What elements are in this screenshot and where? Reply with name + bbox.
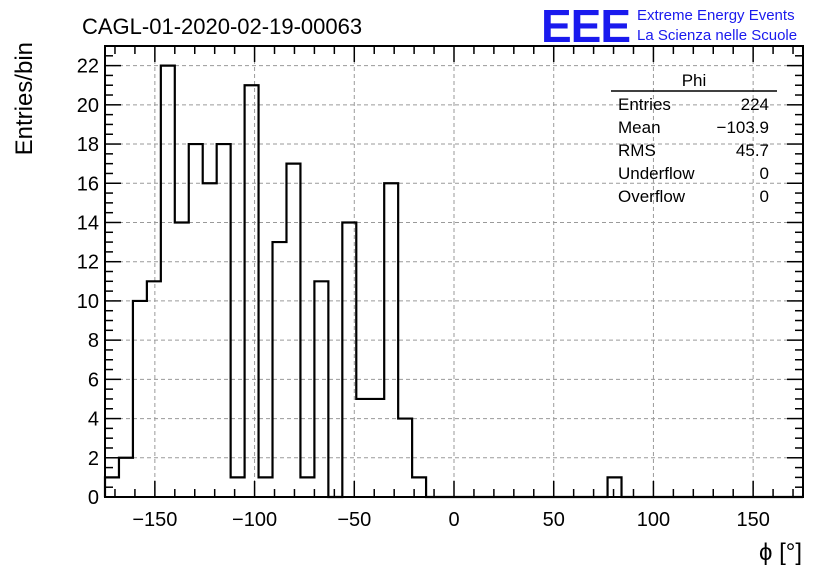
- x-tick-label: −150: [132, 509, 177, 531]
- histogram-bar: [245, 85, 259, 497]
- y-axis-title: Entries/bin: [11, 42, 38, 155]
- x-tick-label: −50: [337, 509, 371, 531]
- x-tick-labels: −150 −100 −50 0 50 100 150: [132, 509, 770, 531]
- histogram-bar: [314, 281, 328, 497]
- y-tick-label: 14: [77, 212, 99, 234]
- stats-box: Phi Entries 224 Mean −103.9 RMS 45.7 Underflow…: [611, 71, 777, 206]
- y-tick-label: 0: [88, 487, 99, 509]
- stats-rows: Entries 224 Mean −103.9 RMS 45.7 Underflow 0 Ove…: [618, 95, 769, 206]
- y-tick-label: 6: [88, 369, 99, 391]
- histogram-bar: [286, 164, 300, 497]
- histogram-bar: [356, 399, 370, 497]
- y-tick-label: 10: [77, 291, 99, 313]
- stats-value: 0: [760, 187, 769, 206]
- chart-title: CAGL-01-2020-02-19-00063: [82, 14, 362, 39]
- y-tick-label: 4: [88, 409, 99, 431]
- grid: [105, 46, 803, 497]
- stats-value: 224: [741, 95, 769, 114]
- brand-line-1: Extreme Energy Events: [637, 7, 795, 24]
- stats-label: Overflow: [618, 187, 686, 206]
- histogram-bar: [133, 301, 147, 497]
- histogram-bar: [175, 222, 189, 497]
- x-tick-label: 50: [543, 509, 565, 531]
- stats-value: 0: [760, 164, 769, 183]
- x-tick-label: −100: [232, 509, 277, 531]
- histogram-bar: [161, 66, 175, 497]
- stats-value: 45.7: [736, 141, 769, 160]
- y-tick-label: 2: [88, 448, 99, 470]
- histogram-bar: [608, 477, 622, 497]
- x-tick-label: 150: [736, 509, 769, 531]
- stats-label: Mean: [618, 118, 661, 137]
- histogram-bar: [203, 183, 217, 497]
- x-tick-label: 100: [637, 509, 670, 531]
- axis-ticks: [105, 45, 803, 498]
- x-axis-title: ϕ [°]: [759, 539, 802, 566]
- histogram-bars: [105, 66, 622, 497]
- histogram-bar: [384, 183, 398, 497]
- x-tick-label: 0: [448, 509, 459, 531]
- stats-box-name: Phi: [682, 71, 707, 90]
- eee-logo: EEE: [541, 0, 630, 52]
- histogram-bar: [273, 242, 287, 497]
- y-tick-label: 18: [77, 134, 99, 156]
- eee-branding: EEE Extreme Energy Events La Scienza nel…: [541, 0, 797, 52]
- y-tick-labels: 0 2 4 6 8 10 12 14 16 18 20 22: [77, 56, 99, 509]
- histogram-bar: [231, 477, 245, 497]
- histogram-bar: [370, 399, 384, 497]
- brand-line-2: La Scienza nelle Scuole: [637, 27, 797, 44]
- stats-label: Entries: [618, 95, 671, 114]
- histogram-bar: [119, 458, 133, 497]
- stats-label: RMS: [618, 141, 656, 160]
- y-tick-label: 8: [88, 330, 99, 352]
- y-tick-label: 20: [77, 95, 99, 117]
- y-tick-label: 16: [77, 173, 99, 195]
- stats-label: Underflow: [618, 164, 695, 183]
- histogram-bar: [300, 477, 314, 497]
- histogram-bar: [217, 144, 231, 497]
- histogram-bar: [189, 144, 203, 497]
- histogram-bar: [147, 281, 161, 497]
- histogram-bar: [342, 222, 356, 497]
- stats-value: −103.9: [717, 118, 769, 137]
- y-tick-label: 22: [77, 56, 99, 78]
- y-tick-label: 12: [77, 252, 99, 274]
- histogram-bar: [398, 419, 412, 497]
- histogram-bar: [259, 477, 273, 497]
